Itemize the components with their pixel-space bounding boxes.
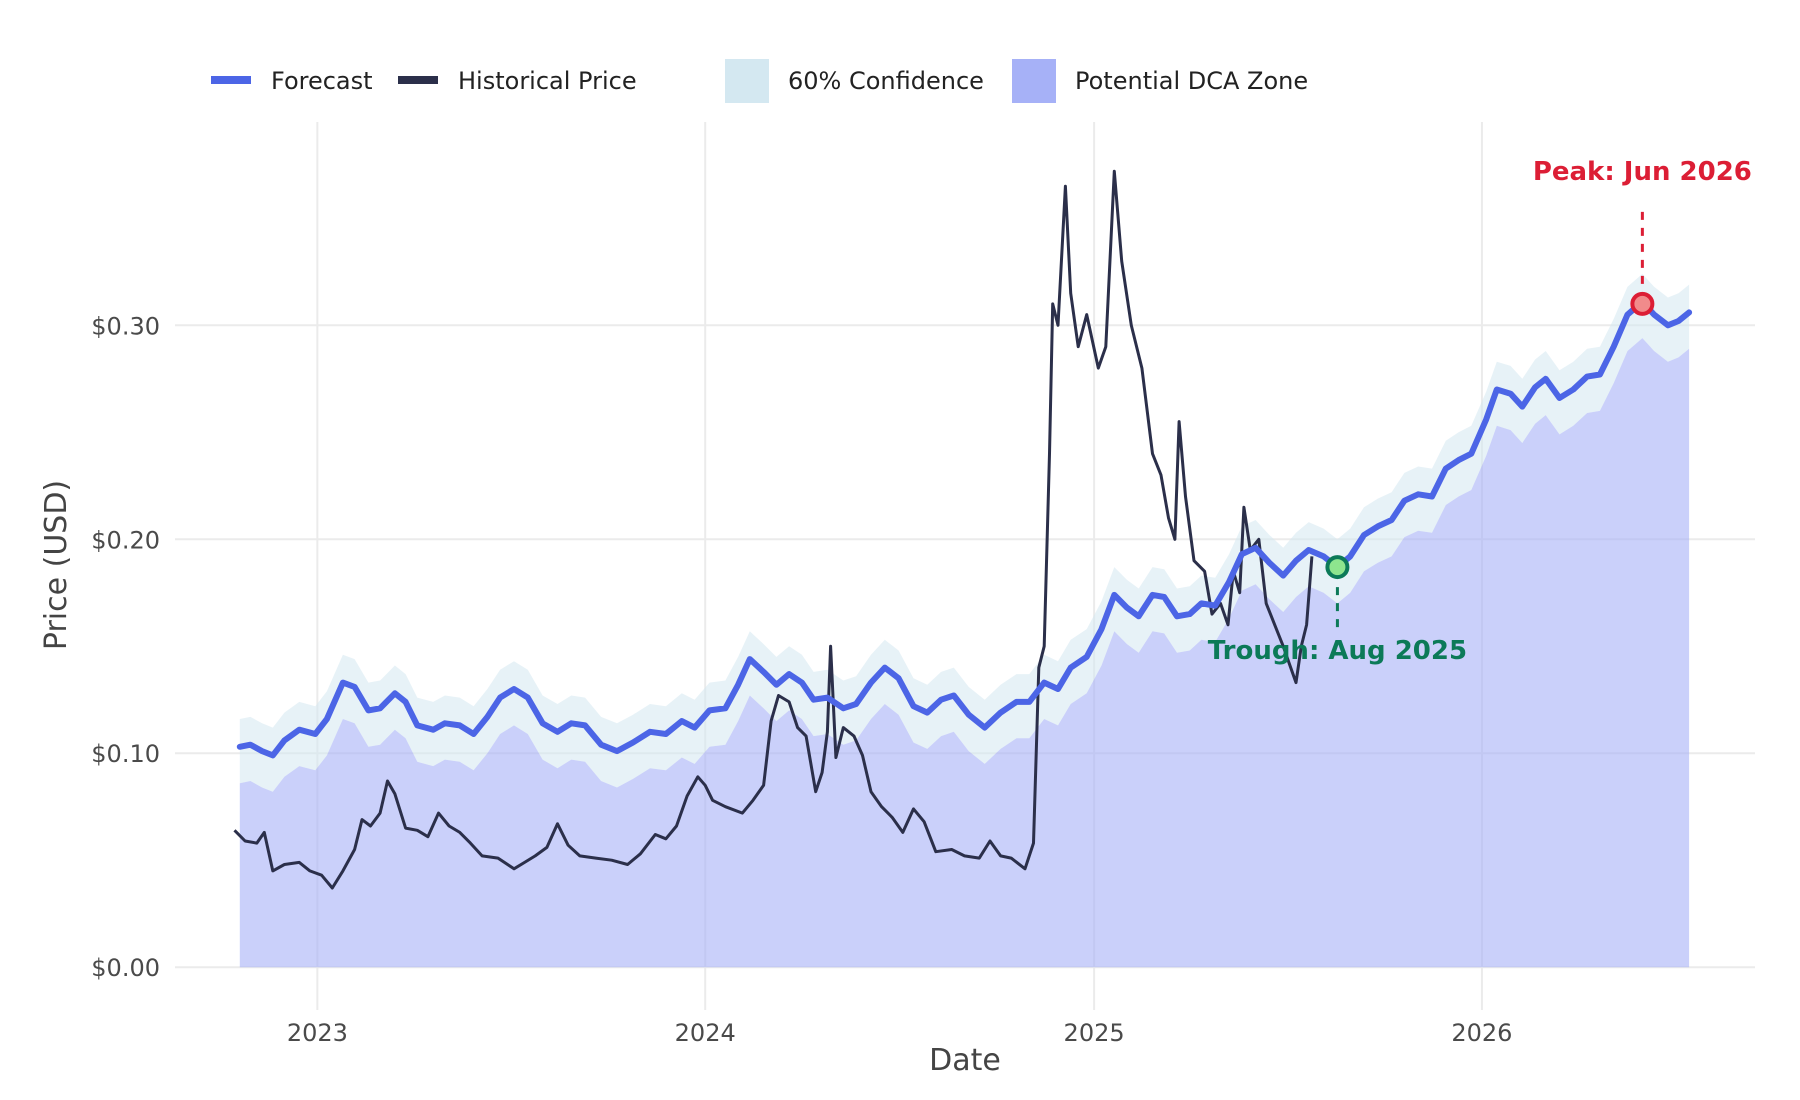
x-axis-title: Date	[929, 1043, 1001, 1078]
x-tick-label: 2025	[1064, 1019, 1125, 1047]
annotations: Peak: Jun 2026 Trough: Aug 2025	[1208, 157, 1752, 666]
confidence-band	[239, 273, 1690, 792]
legend: Forecast Historical Price 60% Confidence…	[211, 59, 1308, 103]
legend-forecast-swatch	[211, 76, 251, 84]
x-tick-label: 2023	[287, 1019, 348, 1047]
y-tick-label: $0.30	[91, 312, 160, 340]
legend-confidence-swatch	[725, 59, 769, 103]
x-tick-label: 2026	[1451, 1019, 1512, 1047]
trough-marker-point	[1325, 555, 1350, 580]
peak-annotation-label: Peak: Jun 2026	[1533, 157, 1752, 187]
dca-zone-area	[239, 338, 1690, 968]
y-tick-label: $0.10	[91, 740, 160, 768]
y-tick-label: $0.00	[91, 954, 160, 982]
series-lines	[233, 169, 1693, 890]
legend-historical-swatch	[398, 76, 438, 84]
legend-dca-label: Potential DCA Zone	[1075, 67, 1308, 95]
historical-price-line	[233, 169, 1314, 890]
legend-confidence-label: 60% Confidence	[788, 67, 984, 95]
legend-historical-label: Historical Price	[458, 67, 637, 95]
area-fills	[239, 273, 1690, 968]
axis-ticks: $0.00 $0.10 $0.20 $0.30 2023 2024 2025 2026	[91, 312, 1512, 1047]
trough-annotation-label: Trough: Aug 2025	[1208, 636, 1467, 666]
y-tick-label: $0.20	[91, 526, 160, 554]
peak-marker-point	[1630, 291, 1655, 316]
forecast-line	[236, 298, 1693, 759]
y-axis-title: Price (USD)	[39, 480, 74, 650]
legend-dca-swatch	[1012, 59, 1056, 103]
legend-forecast-label: Forecast	[271, 67, 373, 95]
x-tick-label: 2024	[675, 1019, 736, 1047]
